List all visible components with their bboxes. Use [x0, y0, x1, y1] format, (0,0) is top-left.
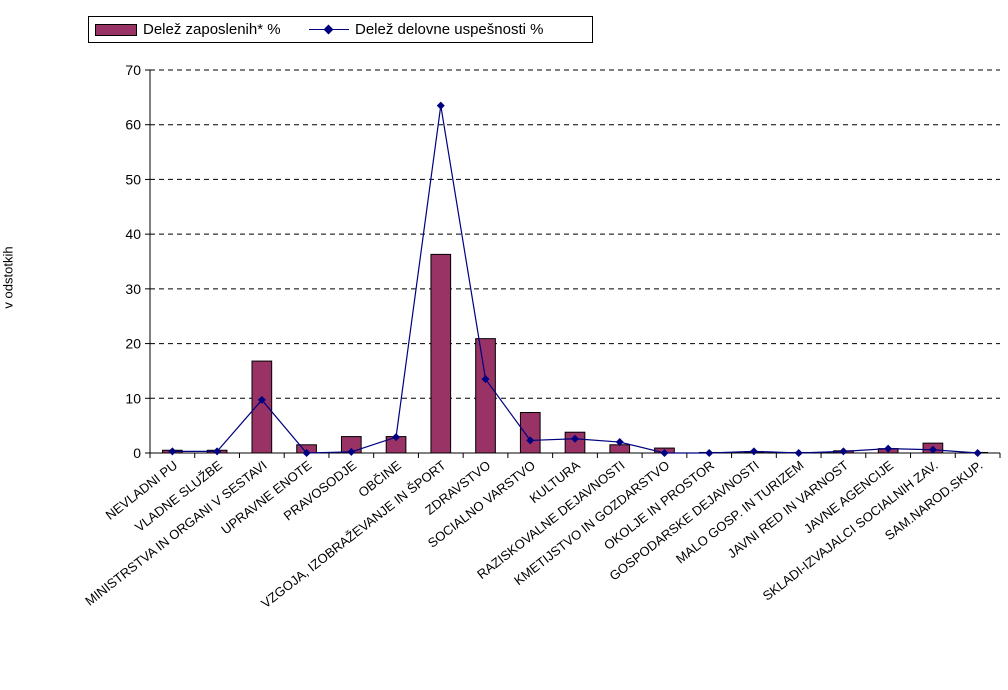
legend-label-performance: Delež delovne uspešnosti % — [355, 21, 544, 38]
legend-swatch-line — [309, 23, 349, 37]
line-marker — [705, 449, 714, 457]
line-marker — [213, 447, 222, 456]
line-marker — [168, 447, 177, 456]
line-marker — [749, 447, 758, 456]
y-tick-label: 10 — [125, 390, 141, 406]
line-marker — [436, 101, 445, 110]
line-marker — [928, 445, 937, 454]
line-marker — [392, 433, 401, 442]
y-tick-label: 70 — [125, 62, 141, 78]
line-marker — [839, 447, 848, 456]
line-marker — [660, 449, 669, 457]
y-tick-label: 30 — [125, 281, 141, 297]
y-tick-label: 40 — [125, 226, 141, 242]
bar — [475, 338, 496, 454]
x-category-label: MINISTRSTVA IN ORGANI V SESTAVI — [82, 458, 269, 609]
y-tick-label: 0 — [133, 445, 141, 461]
line-marker — [302, 449, 311, 457]
y-tick-label: 60 — [125, 117, 141, 133]
line-marker — [481, 375, 490, 384]
line-marker — [571, 434, 579, 443]
bar — [430, 253, 452, 454]
line-marker — [794, 449, 803, 457]
legend-swatch-bar — [95, 23, 137, 36]
y-tick-label: 20 — [125, 336, 141, 352]
legend-item-performance: Delež delovne uspešnosti % — [309, 21, 543, 38]
chart-legend: Delež zaposlenih* % Delež delovne uspešn… — [88, 16, 593, 43]
line-marker — [884, 444, 893, 453]
y-tick-label: 50 — [125, 171, 141, 187]
line-marker — [257, 395, 266, 404]
line-marker — [347, 447, 356, 456]
series-line — [172, 105, 978, 454]
legend-item-employees: Delež zaposlenih* % — [95, 21, 281, 38]
line-marker — [526, 436, 535, 445]
line-marker — [615, 438, 624, 447]
bar — [519, 412, 541, 454]
legend-label-employees: Delež zaposlenih* % — [143, 21, 281, 38]
line-marker — [973, 449, 982, 457]
